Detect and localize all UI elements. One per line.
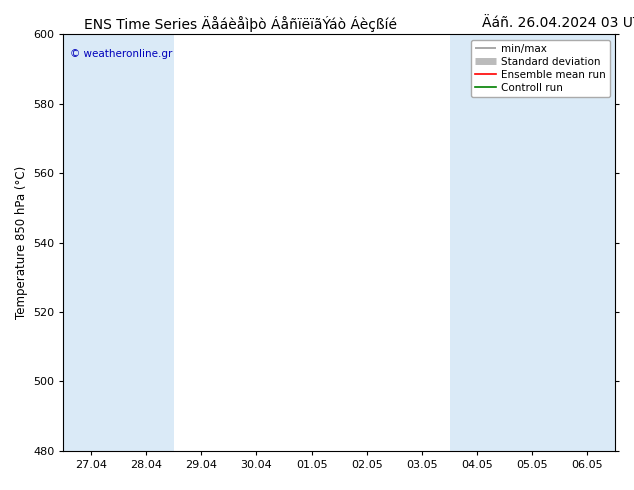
Legend: min/max, Standard deviation, Ensemble mean run, Controll run: min/max, Standard deviation, Ensemble me…: [470, 40, 610, 97]
Y-axis label: Temperature 850 hPa (°C): Temperature 850 hPa (°C): [15, 166, 27, 319]
Bar: [560, 34, 615, 451]
Bar: [450, 34, 560, 451]
Bar: [63, 34, 174, 451]
Text: © weatheronline.gr: © weatheronline.gr: [70, 49, 172, 59]
Text: Äáñ. 26.04.2024 03 UTC: Äáñ. 26.04.2024 03 UTC: [482, 16, 634, 30]
Text: ENS Time Series Äåáèåìþò ÁåñïëïãÝáò Áèçßíé: ENS Time Series Äåáèåìþò ÁåñïëïãÝáò Áèçß…: [84, 16, 398, 32]
